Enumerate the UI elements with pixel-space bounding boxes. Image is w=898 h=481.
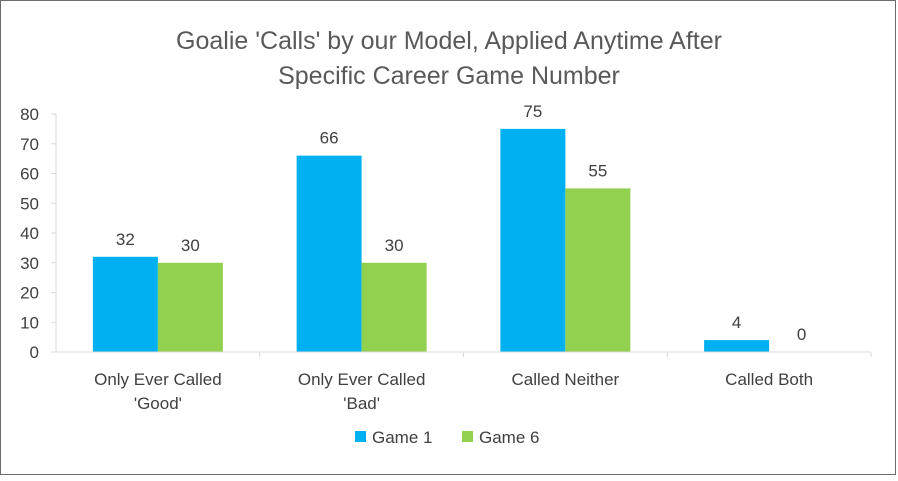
- bar-game-1: [296, 155, 362, 352]
- data-label: 30: [181, 236, 200, 255]
- bar-game-1: [500, 128, 566, 352]
- x-axis: Only Ever Called 'Good' Only Ever Called 'B…: [56, 351, 872, 413]
- x-tick-label: Only Ever Called: [298, 370, 426, 389]
- legend-swatch: [355, 431, 366, 442]
- bar-game-1: [92, 256, 158, 352]
- y-tick-label: 70: [20, 135, 39, 154]
- chart-title: Goalie 'Calls' by our Model, Applied Any…: [176, 27, 722, 90]
- y-tick-label: 40: [20, 224, 39, 243]
- y-tick-label: 80: [20, 105, 39, 124]
- bar-game-1: [704, 340, 770, 352]
- data-label: 75: [523, 102, 542, 121]
- chart-title-line-2: Specific Career Game Number: [278, 62, 620, 90]
- bars: 32 30 66 30 75 55 4 0: [92, 102, 806, 352]
- y-tick-label: 20: [20, 284, 39, 303]
- y-tick-label: 0: [30, 343, 39, 362]
- data-label: 0: [797, 325, 806, 344]
- y-tick-label: 50: [20, 194, 39, 213]
- legend-label: Game 6: [479, 428, 539, 447]
- x-tick-label: 'Good': [134, 394, 182, 413]
- legend: Game 1 Game 6: [355, 428, 539, 447]
- data-label: 66: [320, 129, 339, 148]
- chart-title-line-1: Goalie 'Calls' by our Model, Applied Any…: [176, 27, 722, 55]
- x-tick-label: Only Ever Called: [94, 370, 222, 389]
- legend-label: Game 1: [372, 428, 432, 447]
- bar-game-6: [361, 262, 427, 352]
- y-axis: 0 10 20 30 40 50 60 70 80: [20, 105, 57, 362]
- y-tick-label: 30: [20, 254, 39, 273]
- data-label: 55: [588, 161, 607, 180]
- data-label: 32: [116, 230, 135, 249]
- bar-game-6: [565, 188, 631, 352]
- bar-game-6: [157, 262, 223, 352]
- y-tick-label: 10: [20, 313, 39, 332]
- data-label: 30: [385, 236, 404, 255]
- x-tick-label: Called Both: [725, 370, 813, 389]
- legend-swatch: [462, 431, 473, 442]
- x-tick-label: Called Neither: [512, 370, 620, 389]
- y-tick-label: 60: [20, 165, 39, 184]
- x-tick-label: 'Bad': [343, 394, 380, 413]
- data-label: 4: [732, 313, 741, 332]
